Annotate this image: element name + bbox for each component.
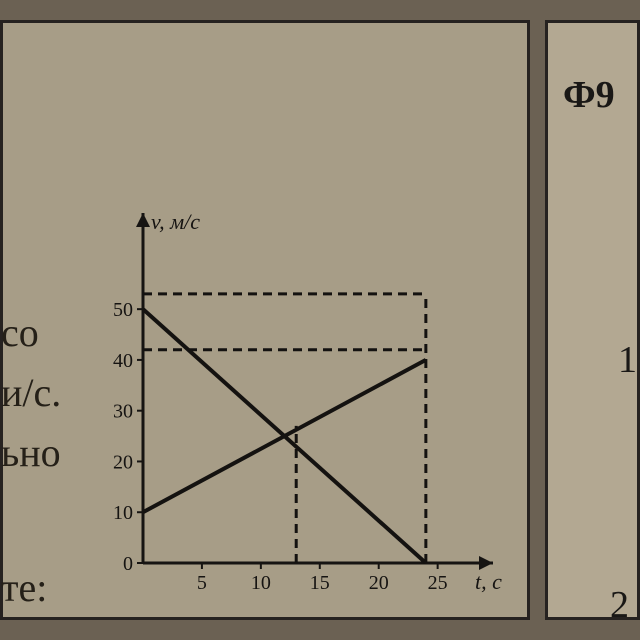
text-fragment-1: со bbox=[1, 313, 39, 353]
svg-text:20: 20 bbox=[113, 451, 133, 473]
main-panel: со и/с. ьно те: 0 10 20 30 40 50 5 10 15 20 25 v, м… bbox=[0, 20, 530, 620]
velocity-chart: 0 10 20 30 40 50 5 10 15 20 25 v, м/с t, с bbox=[88, 203, 508, 603]
text-fragment-4: те: bbox=[1, 568, 47, 608]
page: со и/с. ьно те: 0 10 20 30 40 50 5 10 15 20 25 v, м… bbox=[0, 0, 640, 640]
text-fragment-r2: 1 bbox=[618, 338, 637, 382]
svg-text:5: 5 bbox=[197, 572, 207, 594]
svg-text:10: 10 bbox=[113, 502, 133, 524]
svg-text:0: 0 bbox=[123, 553, 133, 575]
svg-text:30: 30 bbox=[113, 401, 133, 423]
text-fragment-3: ьно bbox=[1, 433, 61, 473]
svg-text:40: 40 bbox=[113, 350, 133, 372]
svg-text:20: 20 bbox=[369, 572, 389, 594]
text-fragment-r1: Ф9 bbox=[563, 73, 615, 117]
svg-text:50: 50 bbox=[113, 299, 133, 321]
right-panel: Ф9 1 2 bbox=[545, 20, 640, 620]
text-fragment-r3: 2 bbox=[610, 583, 629, 627]
svg-text:t, с: t, с bbox=[475, 569, 502, 594]
svg-text:10: 10 bbox=[251, 572, 271, 594]
svg-text:25: 25 bbox=[428, 572, 448, 594]
chart-svg: 0 10 20 30 40 50 5 10 15 20 25 v, м/с t, с bbox=[88, 203, 508, 603]
text-fragment-2: и/с. bbox=[1, 373, 61, 413]
svg-text:15: 15 bbox=[310, 572, 330, 594]
svg-text:v, м/с: v, м/с bbox=[151, 209, 200, 234]
